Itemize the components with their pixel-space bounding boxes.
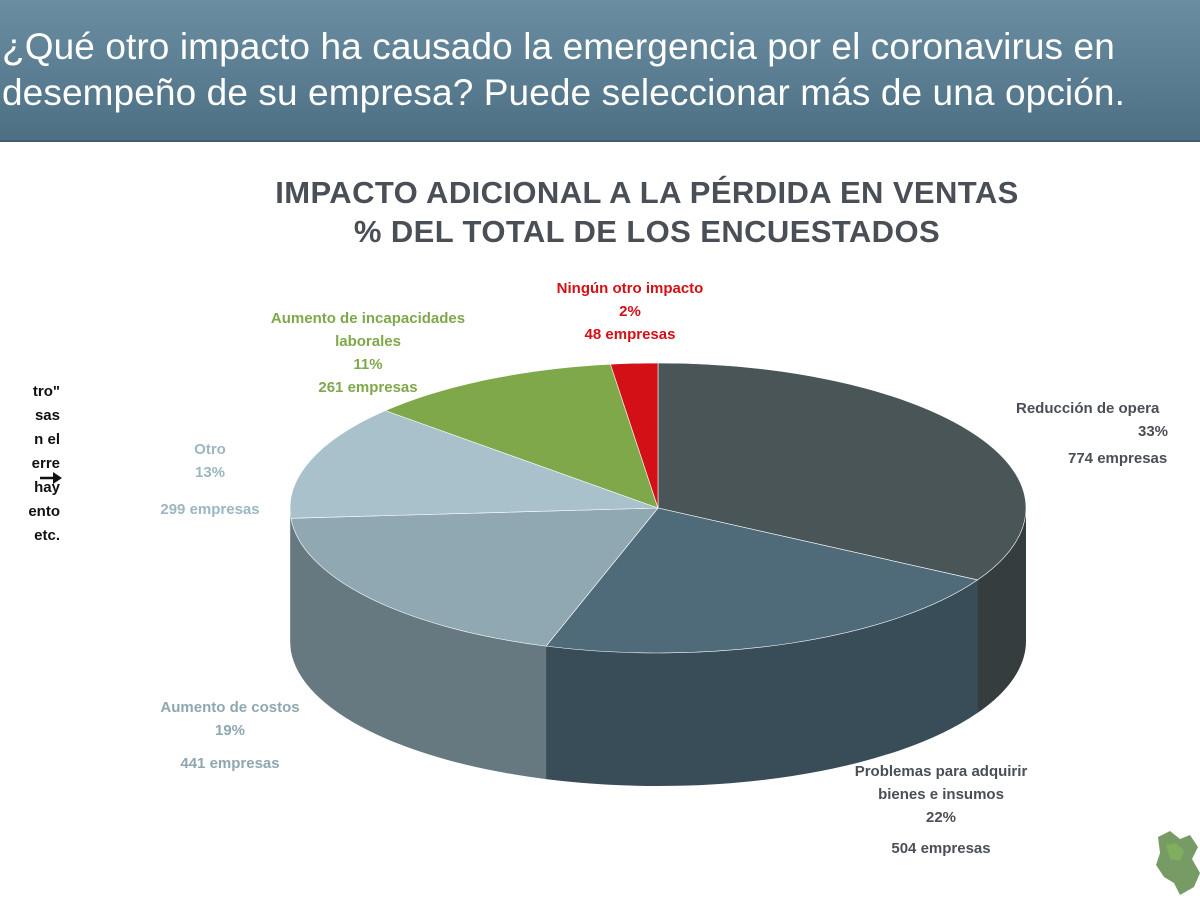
slice-label-reduccion: Reducción de opera 33% 774 empresas bbox=[1016, 397, 1168, 470]
side-note-line: etc. bbox=[34, 527, 60, 544]
side-note-line: sas bbox=[34, 407, 60, 424]
slice-label-count: 261 empresas bbox=[318, 379, 418, 396]
slice-label-name: Aumento de incapacidades bbox=[270, 310, 466, 327]
slice-label-name: Ningún otro impacto bbox=[556, 280, 704, 297]
pie-slice bbox=[545, 507, 979, 654]
slice-label-name: Problemas para adquirir bbox=[854, 763, 1028, 780]
pie-slice bbox=[657, 362, 1027, 581]
pie-slice-side bbox=[290, 518, 547, 780]
slice-label-percent: 2% bbox=[619, 303, 641, 320]
slice-label-count: 774 empresas bbox=[1068, 450, 1168, 467]
pie-slice-side bbox=[290, 508, 291, 652]
pie-slice bbox=[384, 363, 659, 509]
slice-label-percent: 22% bbox=[925, 809, 957, 826]
slice-label-name: bienes e insumos bbox=[878, 786, 1004, 803]
arrow-head-icon bbox=[53, 472, 62, 484]
side-note-line: ento bbox=[28, 503, 60, 520]
slice-label-name: Aumento de costos bbox=[160, 699, 300, 716]
slice-label-percent: 33% bbox=[1138, 423, 1169, 440]
slice-label-percent: 13% bbox=[194, 464, 226, 481]
slice-label-count: 48 empresas bbox=[584, 326, 676, 343]
pie-slice bbox=[289, 410, 659, 519]
pie-slice-side bbox=[546, 579, 978, 786]
slice-label-percent: 11% bbox=[353, 356, 383, 373]
slice-label-name: Otro bbox=[194, 441, 226, 458]
question-line-2: desempeño de su empresa? Puede seleccion… bbox=[2, 72, 1125, 113]
pie-slice-side bbox=[977, 508, 1026, 713]
slice-label-count: 504 empresas bbox=[891, 840, 991, 857]
slice-label-count: 441 empresas bbox=[180, 755, 280, 772]
chart-subtitle: % DEL TOTAL DE LOS ENCUESTADOS bbox=[353, 214, 941, 249]
pie-slice bbox=[290, 507, 659, 647]
slice-label-costos: Aumento de costos 19% 441 empresas bbox=[120, 696, 340, 775]
slice-label-name: laborales bbox=[335, 333, 401, 350]
slice-label-problemas: Problemas para adquirir bienes e insumos… bbox=[816, 760, 1066, 860]
slice-label-percent: 19% bbox=[214, 722, 246, 739]
chart-title: IMPACTO ADICIONAL A LA PÉRDIDA EN VENTAS bbox=[275, 175, 1019, 210]
side-note-line: n el bbox=[34, 431, 60, 448]
slice-label-otro: Otro 13% 299 empresas bbox=[110, 438, 310, 521]
slice-label-ningun: Ningún otro impacto 2% 48 empresas bbox=[520, 277, 740, 346]
slice-label-count: 299 empresas bbox=[160, 501, 260, 518]
slice-label-incapacidades: Aumento de incapacidades laborales 11% 2… bbox=[228, 307, 508, 399]
question-banner: ¿Qué otro impacto ha causado la emergenc… bbox=[0, 0, 1200, 142]
side-note-line: erre bbox=[31, 455, 60, 472]
logo-icon bbox=[1156, 831, 1200, 895]
pie-slice bbox=[610, 362, 659, 509]
slice-label-name: Reducción de opera bbox=[1016, 400, 1160, 417]
question-line-1: ¿Qué otro impacto ha causado la emergenc… bbox=[2, 26, 1115, 67]
side-note-line: tro" bbox=[32, 383, 60, 400]
